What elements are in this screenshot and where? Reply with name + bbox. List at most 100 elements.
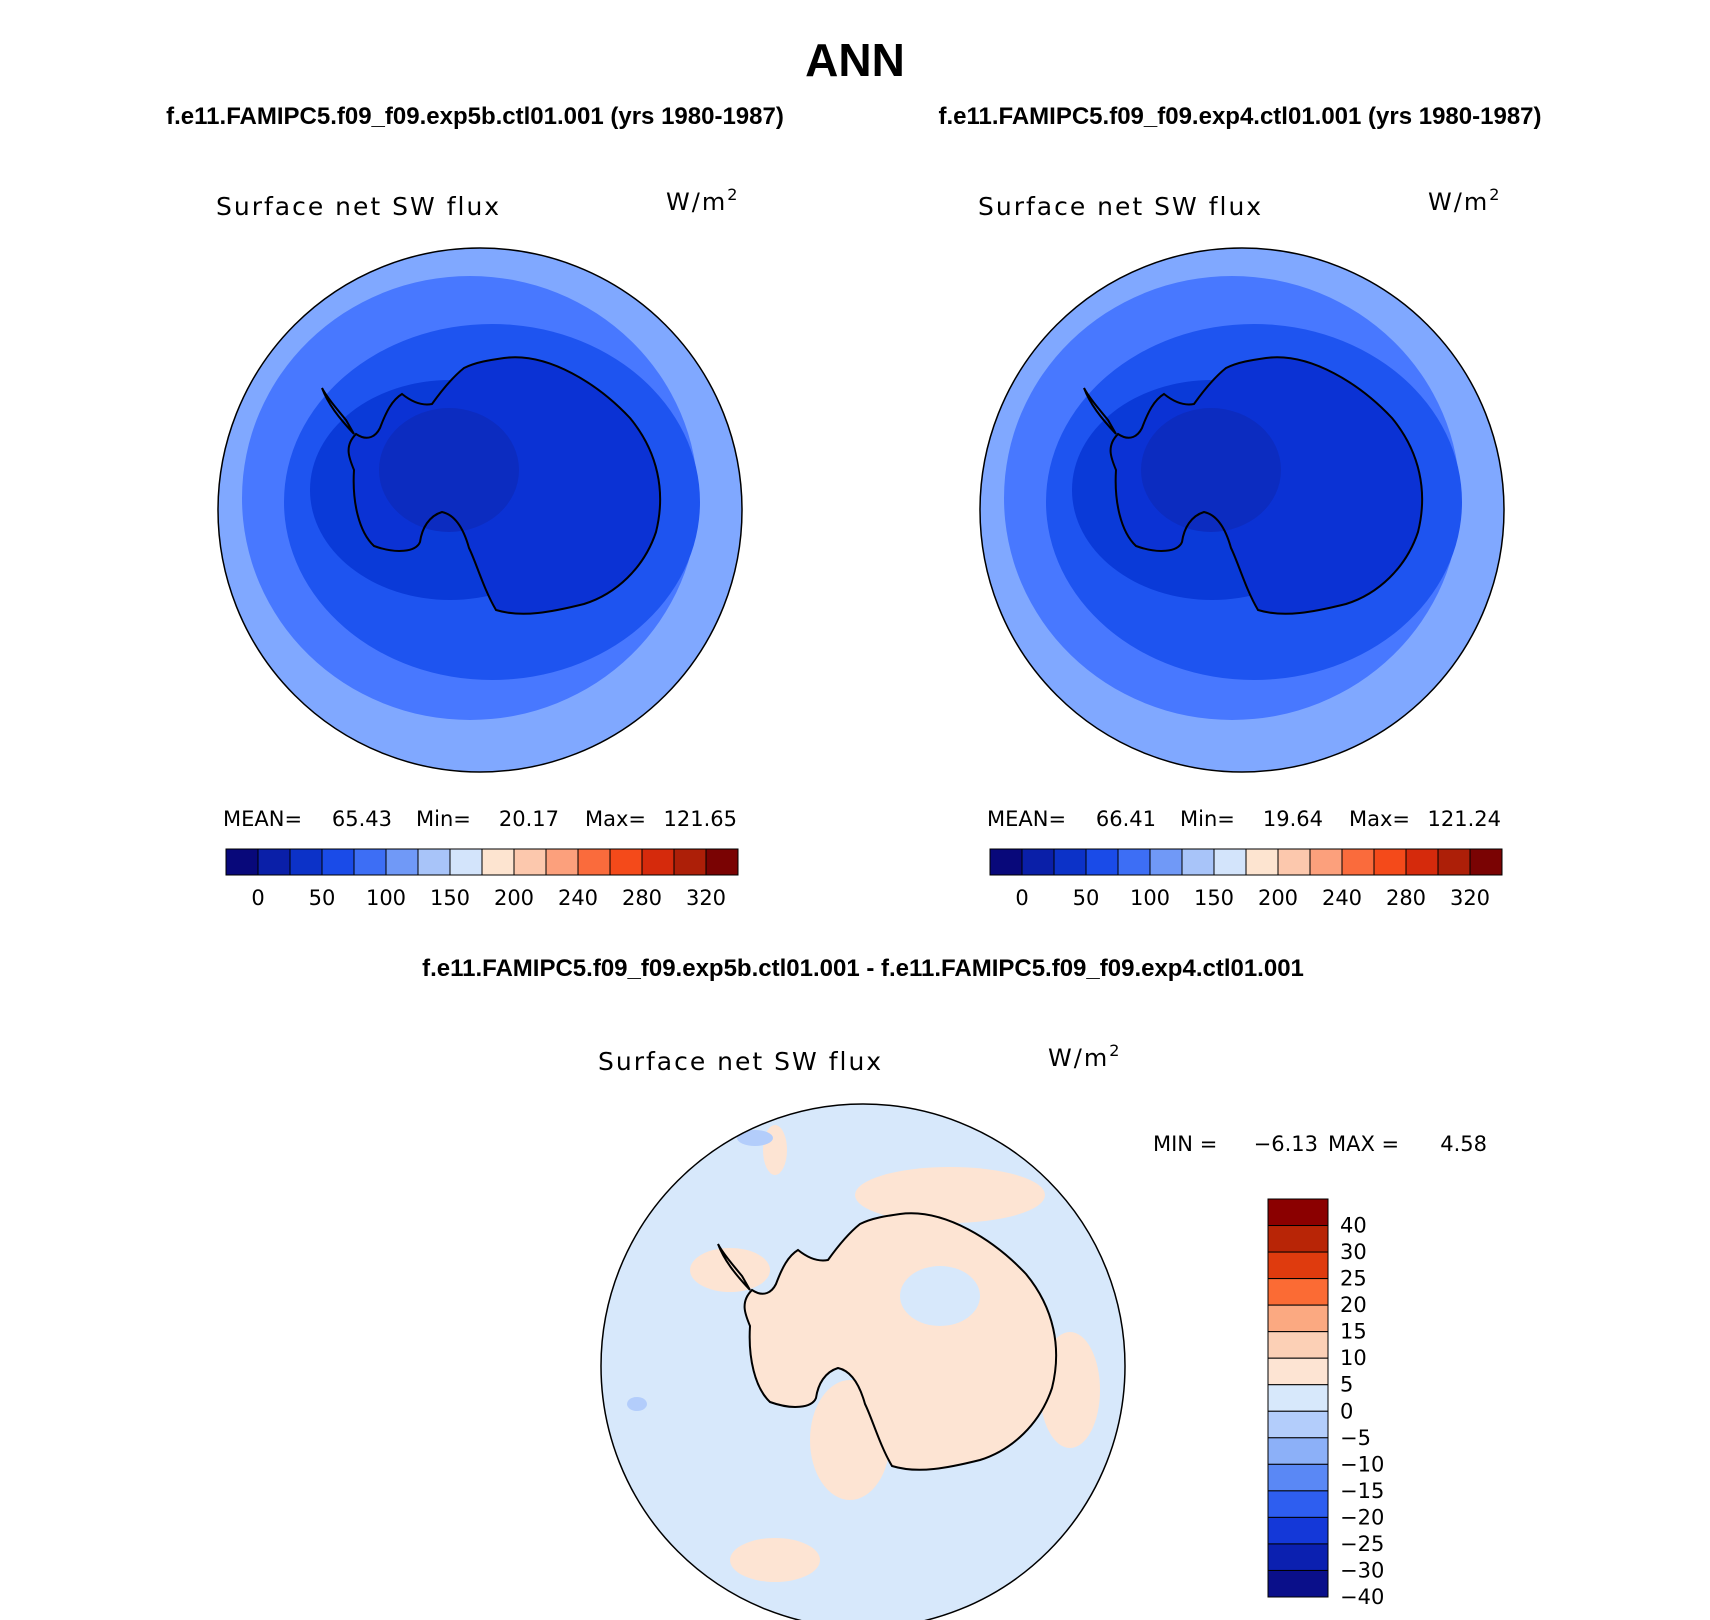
colorbar-swatch <box>1267 1278 1329 1306</box>
colorbar-swatch <box>1117 848 1151 876</box>
colorbar-swatch <box>1267 1357 1329 1386</box>
colorbar-swatch <box>257 848 291 876</box>
colorbar-swatch <box>225 848 259 876</box>
colorbar-swatch <box>1267 1490 1329 1518</box>
colorbar-tick-label: 200 <box>1258 886 1298 910</box>
negative-anomaly-patch <box>627 1397 647 1411</box>
max-label: Max= <box>1349 807 1410 831</box>
positive-anomaly-patch <box>855 1167 1045 1223</box>
colorbar-swatch <box>1267 1410 1329 1439</box>
colorbar-tick-label: −20 <box>1340 1505 1384 1529</box>
colorbar-tick-labels: 0 50 100 150 200 240 280 320 <box>251 886 726 910</box>
colorbar-swatch <box>513 848 547 876</box>
colorbar-tick-label: 100 <box>1130 886 1170 910</box>
colorbar-swatch <box>1469 848 1503 876</box>
max-value: 121.65 <box>664 807 737 831</box>
colorbar-swatch <box>1267 1198 1329 1227</box>
colorbar-swatch <box>1267 1384 1329 1412</box>
colorbar-tick-label: 100 <box>366 886 406 910</box>
case-title: f.e11.FAMIPC5.f09_f09.exp5b.ctl01.001 (y… <box>166 103 784 130</box>
colorbar-tick-label: 30 <box>1340 1240 1367 1264</box>
negative-anomaly-patch <box>737 1130 773 1146</box>
variable-label: Surface net SW flux <box>216 192 501 221</box>
mean-value: 65.43 <box>332 807 392 831</box>
min-value: −6.13 <box>1254 1132 1318 1156</box>
positive-anomaly-patch <box>730 1538 820 1582</box>
colorbar-swatch <box>1267 1251 1329 1280</box>
colorbar-tick-label: 150 <box>430 886 470 910</box>
colorbar-tick-label: 50 <box>309 886 336 910</box>
min-label: Min= <box>1180 807 1235 831</box>
colorbar-swatch <box>673 848 707 876</box>
colorbar-tick-label: 50 <box>1073 886 1100 910</box>
min-value: 20.17 <box>499 807 559 831</box>
colorbar-tick-label: 5 <box>1340 1373 1353 1397</box>
colorbar-swatch <box>1405 848 1439 876</box>
interior-fill <box>1141 408 1281 532</box>
max-value: 4.58 <box>1440 1132 1487 1156</box>
units-label: W/m2 <box>666 185 739 216</box>
colorbar-tick-label: −25 <box>1340 1532 1384 1556</box>
colorbar-swatch <box>1267 1304 1329 1333</box>
map-boundary <box>979 247 1505 773</box>
colorbar-swatch <box>1021 848 1055 876</box>
positive-anomaly-patch <box>690 1248 770 1292</box>
top-right-panel: f.e11.FAMIPC5.f09_f09.exp4.ctl01.001 (yr… <box>938 103 1541 910</box>
colorbar-swatch <box>1277 848 1311 876</box>
units-label: W/m2 <box>1428 185 1501 216</box>
colorbar-swatch <box>1213 848 1247 876</box>
mean-label: MEAN= <box>223 807 302 831</box>
colorbar <box>1267 1198 1329 1598</box>
colorbar-swatch <box>641 848 675 876</box>
mean-value: 66.41 <box>1096 807 1156 831</box>
colorbar-tick-label: 10 <box>1340 1346 1367 1370</box>
colorbar-tick-label: −40 <box>1340 1585 1384 1609</box>
colorbar-tick-label: −15 <box>1340 1479 1384 1503</box>
colorbar-swatch <box>609 848 643 876</box>
colorbar-tick-label: 40 <box>1340 1214 1367 1238</box>
max-label: Max= <box>585 807 646 831</box>
colorbar-tick-label: 280 <box>1386 886 1426 910</box>
colorbar-swatch <box>449 848 483 876</box>
colorbar-swatch <box>417 848 451 876</box>
colorbar-swatch <box>1267 1331 1329 1359</box>
polar-map <box>218 248 742 772</box>
colorbar-swatch <box>1149 848 1183 876</box>
colorbar-tick-label: 0 <box>251 886 264 910</box>
colorbar <box>225 848 739 876</box>
variable-label: Surface net SW flux <box>598 1047 883 1076</box>
colorbar-swatch <box>321 848 355 876</box>
min-label: MIN = <box>1153 1132 1217 1156</box>
figure-title: ANN <box>805 34 905 86</box>
difference-panel: f.e11.FAMIPC5.f09_f09.exp5b.ctl01.001 - … <box>422 955 1487 1620</box>
units-label: W/m2 <box>1048 1041 1121 1072</box>
colorbar-swatch <box>705 848 739 876</box>
colorbar-swatch <box>353 848 387 876</box>
colorbar <box>989 848 1503 876</box>
colorbar-tick-label: 20 <box>1340 1293 1367 1317</box>
colorbar-tick-label: 150 <box>1194 886 1234 910</box>
colorbar-swatch <box>1267 1569 1329 1598</box>
colorbar-swatch <box>989 848 1023 876</box>
mean-label: MEAN= <box>987 807 1066 831</box>
colorbar-tick-label: 25 <box>1340 1267 1367 1291</box>
max-value: 121.24 <box>1428 807 1501 831</box>
colorbar-swatch <box>1341 848 1375 876</box>
case-title: f.e11.FAMIPC5.f09_f09.exp5b.ctl01.001 - … <box>422 955 1304 982</box>
min-value: 19.64 <box>1263 807 1323 831</box>
negative-anomaly-patch <box>900 1266 980 1326</box>
colorbar-swatch <box>1267 1463 1329 1492</box>
colorbar-tick-label: 15 <box>1340 1320 1367 1344</box>
colorbar-swatch <box>481 848 515 876</box>
colorbar-tick-label: 200 <box>494 886 534 910</box>
colorbar-swatch <box>1373 848 1407 876</box>
colorbar-tick-label: −30 <box>1340 1558 1384 1582</box>
colorbar-swatch <box>545 848 579 876</box>
colorbar-tick-label: 280 <box>622 886 662 910</box>
colorbar-swatch <box>1437 848 1471 876</box>
polar-map <box>980 248 1504 772</box>
colorbar-swatch <box>1267 1543 1329 1571</box>
colorbar-tick-label: 320 <box>686 886 726 910</box>
